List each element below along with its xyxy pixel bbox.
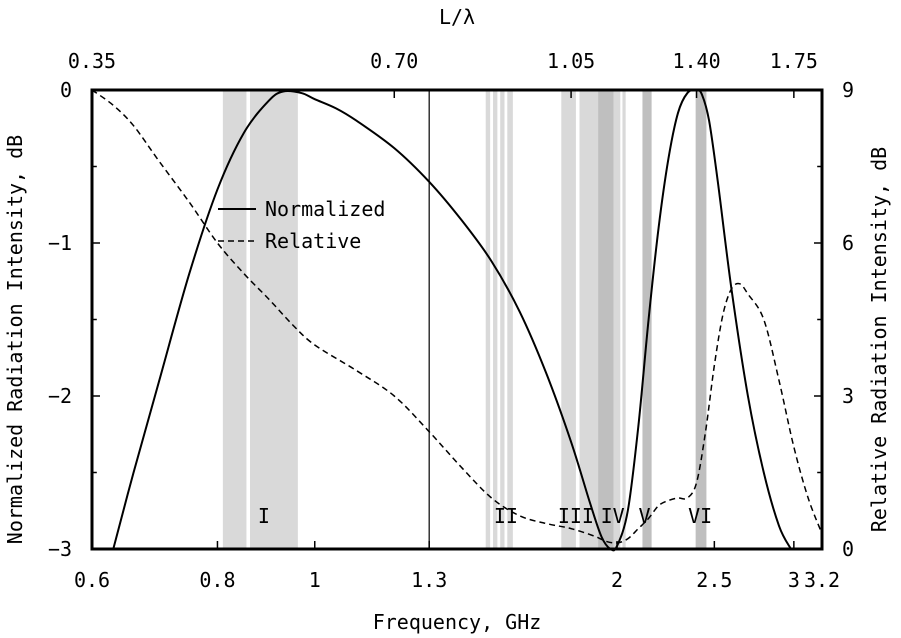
x-tick-label: 1.3 [411,568,447,592]
x-tick-label: 1 [309,568,321,592]
curve-group [91,88,823,552]
band-4 [493,90,498,549]
band-label: II [494,504,518,528]
series-normalized [112,88,792,552]
band-1 [222,90,247,549]
x-tick-label: 0.8 [199,568,235,592]
band-11 [622,90,626,549]
plot-frame [90,88,824,551]
band-label: III [558,504,594,528]
x-tick-label: 2.5 [696,568,732,592]
legend-label-normalized: Normalized [265,197,385,221]
band-label: IV [601,504,625,528]
y2-tick-label: 9 [842,78,854,102]
x-tick-label: 3.2 [804,568,840,592]
y-axis-label: Normalized Radiation Intensity, dB [3,135,27,544]
y-tick-label: −2 [48,384,72,408]
band-label-group: I II III IV V VI [258,504,712,528]
band-7 [561,90,576,549]
x2-tick-label: 1.05 [547,49,595,73]
y2-tick-label: 6 [842,231,854,255]
band-label: I [258,504,270,528]
x2-tick-label: 1.75 [770,49,818,73]
tick-label-group: 0.6 0.8 1 1.3 2 2.5 3 3.20.35 0.70 1.05 1.40 1.750−… [48,49,854,592]
legend: Normalized Relative [218,197,385,253]
x-tick-label: 0.6 [74,568,110,592]
y-tick-label: −3 [48,537,72,561]
x2-tick-label: 0.70 [370,49,418,73]
y-tick-label: −1 [48,231,72,255]
series-relative [91,89,823,544]
band-2 [250,90,298,549]
band-5 [500,90,505,549]
x-tick-label: 2 [611,568,623,592]
band-8 [579,90,599,549]
x-axis-label: Frequency, GHz [373,610,542,634]
x-tick-label: 3 [788,568,800,592]
band-6 [507,90,513,549]
band-label: V [638,504,650,528]
legend-label-relative: Relative [265,229,361,253]
top-axis-label: L/λ [439,5,475,29]
right-axis-label: Relative Radiation Intensity, dB [867,147,891,532]
band-12 [642,90,652,549]
x2-tick-label: 0.35 [68,49,116,73]
band-10 [613,90,621,549]
y2-tick-label: 0 [842,537,854,561]
y-tick-label: 0 [60,78,72,102]
band-group [222,90,707,549]
y2-tick-label: 3 [842,384,854,408]
band-label: VI [688,504,712,528]
band-13 [695,90,707,549]
band-9 [598,90,614,549]
band-3 [485,90,491,549]
x2-tick-label: 1.40 [672,49,720,73]
